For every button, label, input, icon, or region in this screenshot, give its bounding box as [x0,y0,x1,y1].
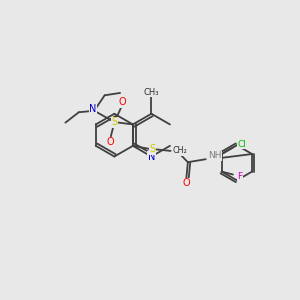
Text: Cl: Cl [237,140,246,149]
Text: NH: NH [208,151,222,160]
Text: O: O [119,98,126,107]
Text: CH₃: CH₃ [144,88,159,97]
Text: N: N [148,152,155,161]
Text: O: O [106,137,114,147]
Text: S: S [149,144,155,154]
Text: F: F [237,172,242,181]
Text: CH₂: CH₂ [173,146,188,155]
Text: O: O [183,178,190,188]
Text: S: S [111,117,118,127]
Text: N: N [89,104,96,114]
